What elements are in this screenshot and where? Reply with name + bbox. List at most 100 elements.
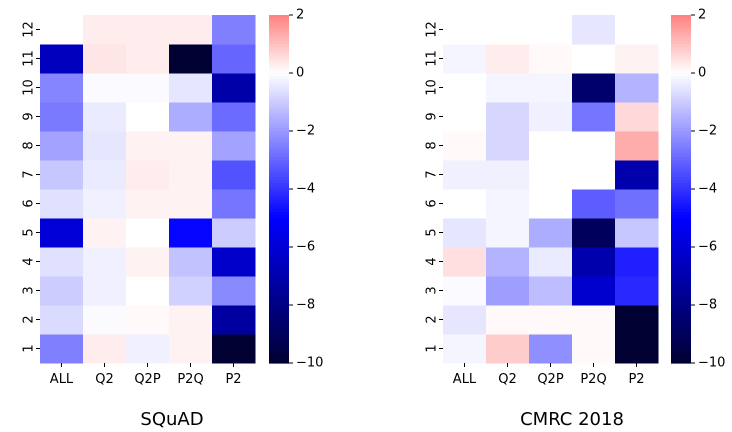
heatmap-cell — [126, 73, 170, 103]
colorbar-segment — [269, 267, 289, 271]
heatmap-cell — [443, 131, 487, 161]
y-tick-label: 10 — [425, 79, 440, 96]
colorbar-segment — [269, 276, 289, 280]
colorbar-segment — [269, 357, 289, 361]
colorbar-segment — [671, 209, 691, 213]
colorbar-segment — [269, 145, 289, 149]
colorbar-segment — [269, 58, 289, 62]
y-tick-label: 7 — [425, 170, 440, 178]
colorbar-segment — [671, 20, 691, 25]
x-tick-label: P2 — [628, 372, 644, 387]
heatmap-cell — [486, 276, 530, 306]
colorbar-segment — [269, 255, 289, 260]
colorbar-segment — [269, 354, 289, 358]
heatmap-cell — [126, 218, 170, 248]
colorbar-segment — [269, 96, 289, 100]
heatmap-cell — [212, 276, 256, 306]
colorbar-segment — [671, 281, 691, 286]
colorbar-segment — [671, 194, 691, 199]
colorbar-segment — [269, 249, 289, 254]
x-tick-label: P2 — [225, 372, 241, 387]
heatmap-cell — [212, 334, 256, 364]
colorbar-segment — [269, 360, 289, 364]
colorbar-tick-label: −2 — [296, 124, 315, 139]
heatmap-cell — [169, 131, 213, 161]
colorbar-segment — [269, 113, 289, 118]
heatmap-cell — [615, 73, 659, 103]
colorbar-segment — [269, 270, 289, 274]
colorbar-segment — [671, 348, 691, 352]
colorbar-segment — [671, 128, 691, 132]
heatmap-cell — [529, 73, 573, 103]
colorbar-segment — [671, 200, 691, 205]
colorbar-segment — [269, 235, 289, 239]
colorbar-segment — [671, 136, 691, 141]
colorbar-segment — [671, 165, 691, 170]
heatmap-cell — [83, 218, 127, 248]
colorbar-segment — [671, 336, 691, 341]
heatmap-cell — [572, 276, 616, 306]
heatmap-cell — [486, 189, 530, 219]
colorbar-segment — [269, 107, 289, 112]
heatmap-cell — [169, 73, 213, 103]
colorbar-segment — [269, 189, 289, 193]
colorbar-segment — [269, 305, 289, 309]
colorbar-segment — [269, 229, 289, 234]
colorbar-segment — [671, 345, 691, 350]
colorbar-segment — [671, 232, 691, 236]
heatmap-cell — [212, 160, 256, 190]
heatmap-cell — [486, 44, 530, 74]
colorbar-segment — [269, 273, 289, 277]
colorbar-segment — [269, 278, 289, 283]
heatmap-cell — [529, 102, 573, 132]
heatmap-cell — [40, 334, 84, 364]
colorbar-segment — [671, 296, 691, 300]
colorbar-segment — [269, 41, 289, 45]
heatmap-cell — [529, 218, 573, 248]
heatmap-cell — [126, 160, 170, 190]
colorbar-segment — [269, 122, 289, 126]
colorbar-segment — [671, 264, 691, 268]
colorbar-segment — [671, 310, 691, 315]
colorbar-segment — [269, 244, 289, 248]
colorbar-segment — [671, 81, 691, 86]
colorbar-segment — [269, 281, 289, 286]
colorbar-tick-label: −8 — [698, 298, 717, 313]
heatmap-cell — [40, 276, 84, 306]
colorbar-segment — [269, 17, 289, 22]
colorbar-segment — [671, 319, 691, 323]
colorbar-segment — [269, 310, 289, 315]
colorbar-segment — [269, 331, 289, 335]
y-tick-label: 3 — [22, 286, 37, 294]
colorbar-segment — [269, 313, 289, 318]
colorbar-segment — [269, 116, 289, 120]
colorbar-segment — [671, 252, 691, 257]
heatmap-cell — [83, 160, 127, 190]
x-tick-label: ALL — [50, 372, 74, 387]
colorbar-segment — [671, 23, 691, 28]
colorbar-segment — [671, 261, 691, 265]
y-tick-label: 9 — [22, 112, 37, 120]
heatmap-cell — [572, 73, 616, 103]
heatmap-cell — [212, 218, 256, 248]
heatmap-cell — [615, 334, 659, 364]
colorbar-segment — [671, 84, 691, 89]
heatmap-cell — [572, 15, 616, 45]
colorbar-segment — [269, 299, 289, 303]
colorbar-segment — [269, 52, 289, 57]
colorbar-segment — [671, 241, 691, 245]
colorbar-segment — [269, 38, 289, 42]
heatmap-cell — [40, 160, 84, 190]
colorbar-segment — [671, 131, 691, 135]
y-tick-label: 3 — [425, 286, 440, 294]
colorbar-segment — [671, 64, 691, 68]
colorbar-segment — [269, 128, 289, 132]
y-tick-label: 2 — [425, 315, 440, 323]
colorbar-segment — [671, 52, 691, 57]
colorbar-segment — [671, 49, 691, 54]
heatmap-cell — [486, 160, 530, 190]
y-tick-label: 8 — [22, 141, 37, 149]
colorbar-segment — [269, 261, 289, 265]
colorbar-segment — [269, 46, 289, 51]
colorbar-segment — [671, 90, 691, 94]
